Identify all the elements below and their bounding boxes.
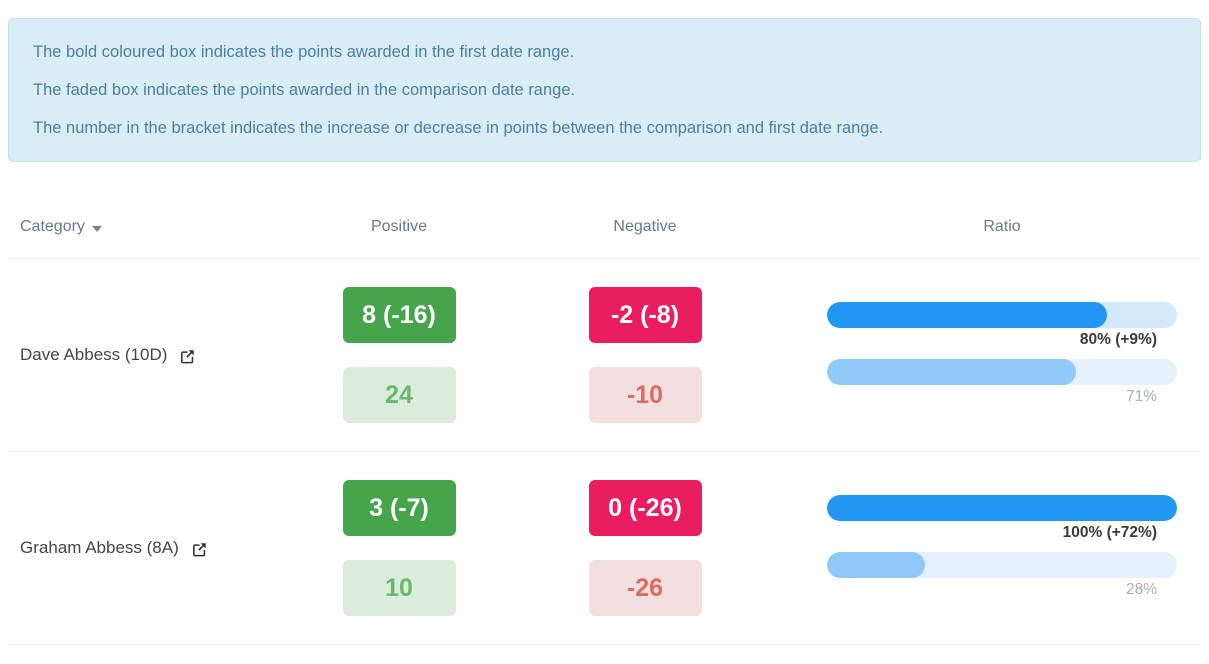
legend-line-bracket: The number in the bracket indicates the … <box>33 119 884 137</box>
positive-cell: 3 (-7) 10 <box>330 480 468 616</box>
positive-current-badge: 3 (-7) <box>342 480 456 536</box>
negative-current-badge: -2 (-8) <box>588 287 702 343</box>
points-comparison-page: The bold coloured box indicates the poin… <box>8 18 1201 645</box>
ratio-comparison-bar: 71% <box>827 359 1177 406</box>
ratio-current-fill <box>827 495 1177 521</box>
external-link-icon[interactable] <box>179 348 196 365</box>
ratio-current-fill <box>827 302 1107 328</box>
ratio-current-bar: 100% (+72%) <box>827 495 1177 542</box>
table-header-row: Category Positive Negative Ratio <box>8 162 1201 259</box>
negative-comparison-badge: -26 <box>588 560 702 616</box>
positive-current-badge: 8 (-16) <box>342 287 456 343</box>
student-name: Dave Abbess (10D) <box>20 345 168 364</box>
ratio-comparison-label: 71% <box>1125 388 1157 405</box>
positive-header-label: Positive <box>370 218 428 235</box>
ratio-comparison-bar: 28% <box>827 552 1177 599</box>
legend-line-faded: The faded box indicates the points award… <box>33 81 576 99</box>
column-header-ratio: Ratio <box>822 218 1201 236</box>
positive-comparison-badge: 24 <box>342 367 456 423</box>
table-row: Dave Abbess (10D) 8 (-16) 24 -2 (-8) -10… <box>8 259 1201 452</box>
negative-header-label: Negative <box>613 218 677 235</box>
column-header-category[interactable]: Category <box>8 218 330 236</box>
ratio-comparison-label: 28% <box>1125 581 1157 598</box>
table-row: Graham Abbess (8A) 3 (-7) 10 0 (-26) -26… <box>8 452 1201 645</box>
negative-cell: 0 (-26) -26 <box>468 480 822 616</box>
negative-comparison-badge: -10 <box>588 367 702 423</box>
column-header-positive: Positive <box>330 218 468 236</box>
ratio-cell: 100% (+72%) 28% <box>822 480 1201 599</box>
category-header-label: Category <box>20 218 85 235</box>
external-link-icon[interactable] <box>191 541 208 558</box>
negative-cell: -2 (-8) -10 <box>468 287 822 423</box>
caret-down-icon <box>91 225 102 232</box>
category-cell: Graham Abbess (8A) <box>8 538 330 558</box>
positive-cell: 8 (-16) 24 <box>330 287 468 423</box>
legend-line-bold: The bold coloured box indicates the poin… <box>33 43 575 61</box>
positive-comparison-badge: 10 <box>342 560 456 616</box>
category-cell: Dave Abbess (10D) <box>8 345 330 365</box>
legend-info-box: The bold coloured box indicates the poin… <box>8 18 1201 162</box>
ratio-cell: 80% (+9%) 71% <box>822 287 1201 406</box>
negative-current-badge: 0 (-26) <box>588 480 702 536</box>
ratio-header-label: Ratio <box>983 218 1021 235</box>
ratio-current-bar: 80% (+9%) <box>827 302 1177 349</box>
ratio-current-label: 100% (+72%) <box>1062 524 1157 541</box>
ratio-current-label: 80% (+9%) <box>1079 331 1157 348</box>
column-header-negative: Negative <box>468 218 822 236</box>
student-name: Graham Abbess (8A) <box>20 538 179 557</box>
ratio-comparison-fill <box>827 359 1076 385</box>
ratio-comparison-fill <box>827 552 925 578</box>
